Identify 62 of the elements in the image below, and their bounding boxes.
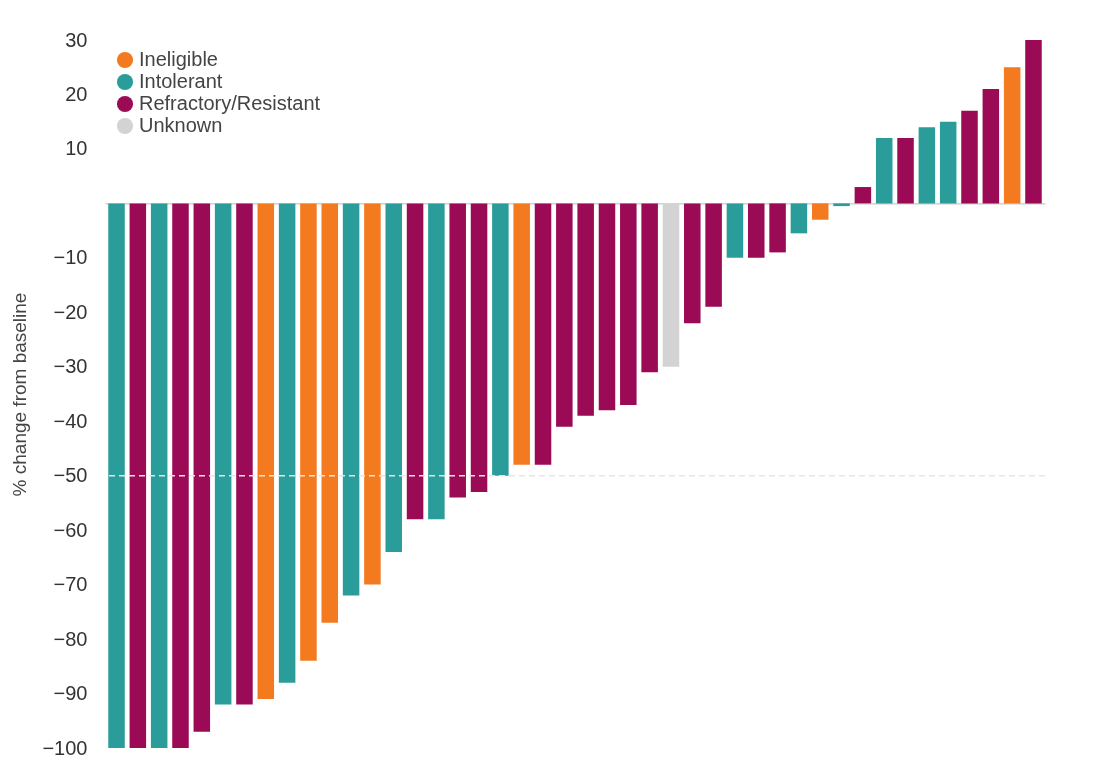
bar: [769, 203, 786, 253]
y-tick-label: −30: [53, 355, 88, 378]
y-tick-label: −20: [53, 300, 88, 323]
bar: [321, 203, 339, 623]
bar: [172, 203, 189, 748]
y-axis-title: % change from baseline: [9, 292, 31, 497]
bar: [641, 203, 658, 373]
bar: [492, 203, 509, 476]
y-tick-label: −70: [53, 573, 88, 596]
bar: [342, 203, 360, 596]
bar: [150, 203, 168, 748]
bar: [385, 203, 402, 552]
bar: [982, 89, 1000, 204]
bar: [406, 203, 424, 520]
legend-label: Unknown: [139, 114, 223, 136]
bar: [811, 203, 829, 220]
bar: [1003, 67, 1021, 204]
bar: [684, 203, 701, 324]
bar: [470, 203, 488, 493]
bar: [833, 203, 850, 207]
y-tick-label: 30: [65, 28, 88, 51]
bar: [705, 203, 722, 307]
bar: [875, 138, 893, 204]
bar: [748, 203, 765, 258]
bar: [620, 203, 637, 405]
bar: [577, 203, 594, 416]
bar: [1025, 40, 1042, 204]
y-tick-label: −10: [53, 246, 88, 269]
bar: [428, 203, 445, 520]
bar: [449, 203, 466, 498]
bar: [790, 203, 808, 234]
legend-label: Ineligible: [139, 48, 218, 70]
y-tick-label: −50: [53, 464, 88, 487]
bar: [278, 203, 296, 683]
bar: [193, 203, 211, 732]
bar: [364, 203, 381, 585]
y-tick-label: −40: [53, 409, 88, 432]
bar: [598, 203, 616, 411]
y-tick-label: −80: [53, 627, 88, 650]
legend-label: Refractory/Resistant: [139, 92, 321, 114]
bar: [662, 203, 680, 367]
bar: [513, 203, 530, 465]
y-tick-label: 10: [65, 137, 88, 160]
bar: [108, 203, 125, 748]
y-tick-label: −60: [53, 518, 88, 541]
bar: [854, 187, 872, 204]
bar: [961, 110, 978, 204]
y-tick-label: −90: [53, 682, 88, 705]
bar: [236, 203, 253, 705]
bar: [726, 203, 744, 258]
bar: [129, 203, 147, 748]
bar: [897, 138, 914, 204]
bar: [257, 203, 275, 699]
bar: [918, 127, 936, 204]
bar: [214, 203, 232, 705]
bar: [556, 203, 573, 427]
bar: [939, 121, 957, 204]
bar: [300, 203, 317, 661]
legend-label: Intolerant: [139, 70, 223, 92]
y-tick-label: −100: [42, 736, 88, 759]
bar: [534, 203, 552, 465]
y-tick-label: 20: [65, 82, 88, 105]
